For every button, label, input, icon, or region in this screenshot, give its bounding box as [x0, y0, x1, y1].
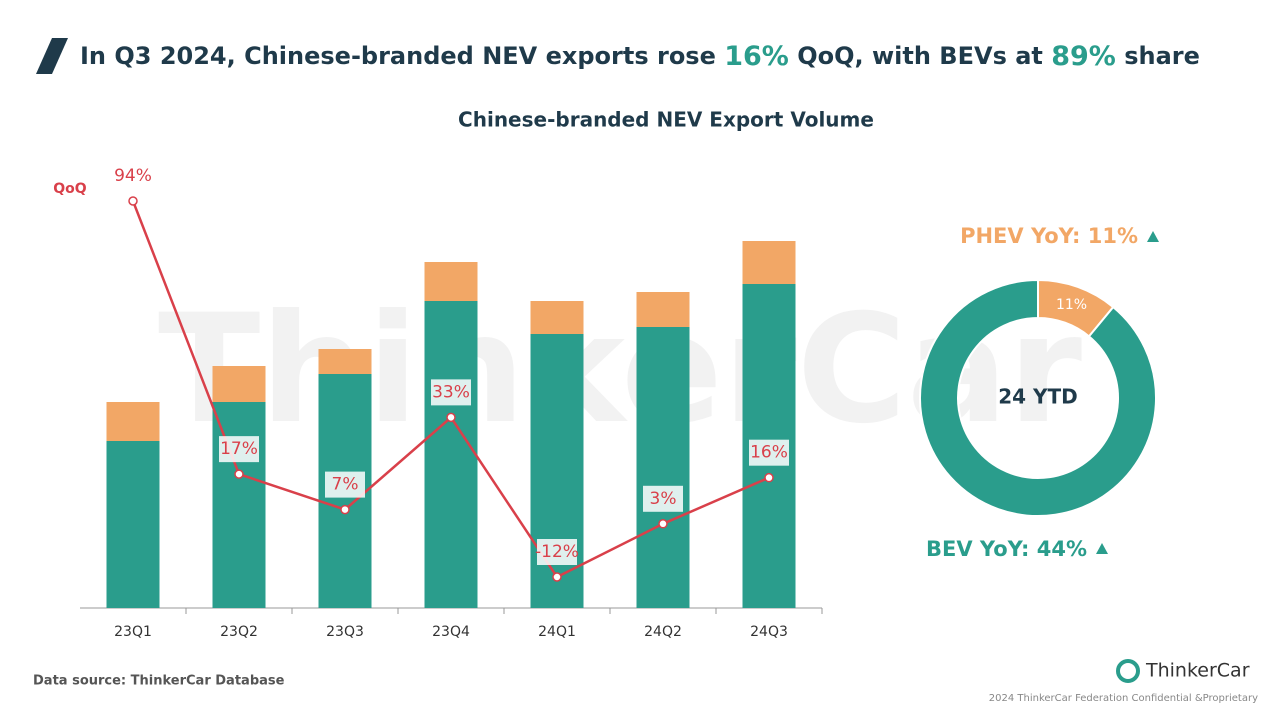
bar	[636, 292, 690, 327]
bar	[318, 349, 372, 374]
bar	[106, 441, 160, 608]
pie-center: 24 YTD	[998, 385, 1078, 409]
data-label: 17%	[220, 439, 258, 459]
x-tick-label: 23Q3	[326, 624, 364, 640]
qoq-point	[764, 472, 774, 483]
qoq-point	[128, 196, 138, 206]
bar	[424, 262, 478, 301]
bar	[212, 402, 266, 608]
annotation: BEV YoY: 44%	[926, 537, 1087, 561]
data-label: 7%	[332, 475, 359, 495]
x-tick-label: 23Q2	[220, 624, 258, 640]
bar	[742, 241, 796, 284]
data-label: 33%	[432, 382, 470, 402]
bar	[636, 327, 690, 608]
annotation: PHEV YoY: 11%	[960, 224, 1138, 248]
up-arrow	[1096, 543, 1108, 554]
qoq-point	[658, 519, 668, 529]
data-label: 16%	[750, 443, 788, 463]
slide-title: In Q3 2024, Chinese-branded NEV exports …	[80, 41, 1200, 72]
line-name: QoQ	[53, 181, 87, 197]
logo-icon	[1116, 659, 1140, 683]
data-label: 3%	[650, 489, 677, 509]
label-bg	[749, 439, 789, 466]
bar	[424, 301, 478, 608]
label-bg	[431, 379, 471, 406]
label-bg	[219, 436, 259, 463]
bar	[530, 301, 584, 334]
chart-title: Chinese-branded NEV Export Volume	[458, 108, 874, 132]
data-label: -12%	[535, 542, 579, 562]
title-highlight: 16%	[724, 41, 789, 72]
footer: 2024 ThinkerCar Federation Confidential …	[989, 693, 1258, 704]
title-highlight: 89%	[1051, 41, 1116, 72]
x-tick-label: 24Q2	[644, 624, 682, 640]
label-bg	[537, 539, 577, 565]
bar	[212, 366, 266, 402]
x-tick-label: 23Q1	[114, 624, 152, 640]
slice-label: 11%	[1056, 297, 1087, 313]
x-tick-label: 24Q1	[538, 624, 576, 640]
title-text: In Q3 2024, Chinese-branded NEV exports …	[80, 42, 724, 70]
pie-slice	[919, 278, 1157, 517]
source: Data source: ThinkerCar Database	[33, 674, 285, 689]
up-arrow	[1147, 231, 1159, 242]
data-label: 94%	[114, 166, 152, 186]
label-bg	[643, 485, 683, 512]
qoq-point	[340, 504, 350, 515]
qoq-point	[234, 469, 244, 479]
title-text: QoQ, with BEVs at	[789, 42, 1051, 70]
x-tick-label: 23Q4	[432, 624, 470, 640]
title-text: share	[1116, 42, 1200, 70]
x-tick-label: 24Q3	[750, 624, 788, 640]
title-mark	[36, 38, 68, 74]
qoq-point	[552, 572, 562, 582]
slice-label: 89%	[989, 523, 1020, 539]
label-bg	[325, 471, 365, 498]
logo: ThinkerCar	[1145, 660, 1250, 682]
bar	[106, 402, 160, 441]
qoq-point	[446, 412, 456, 423]
